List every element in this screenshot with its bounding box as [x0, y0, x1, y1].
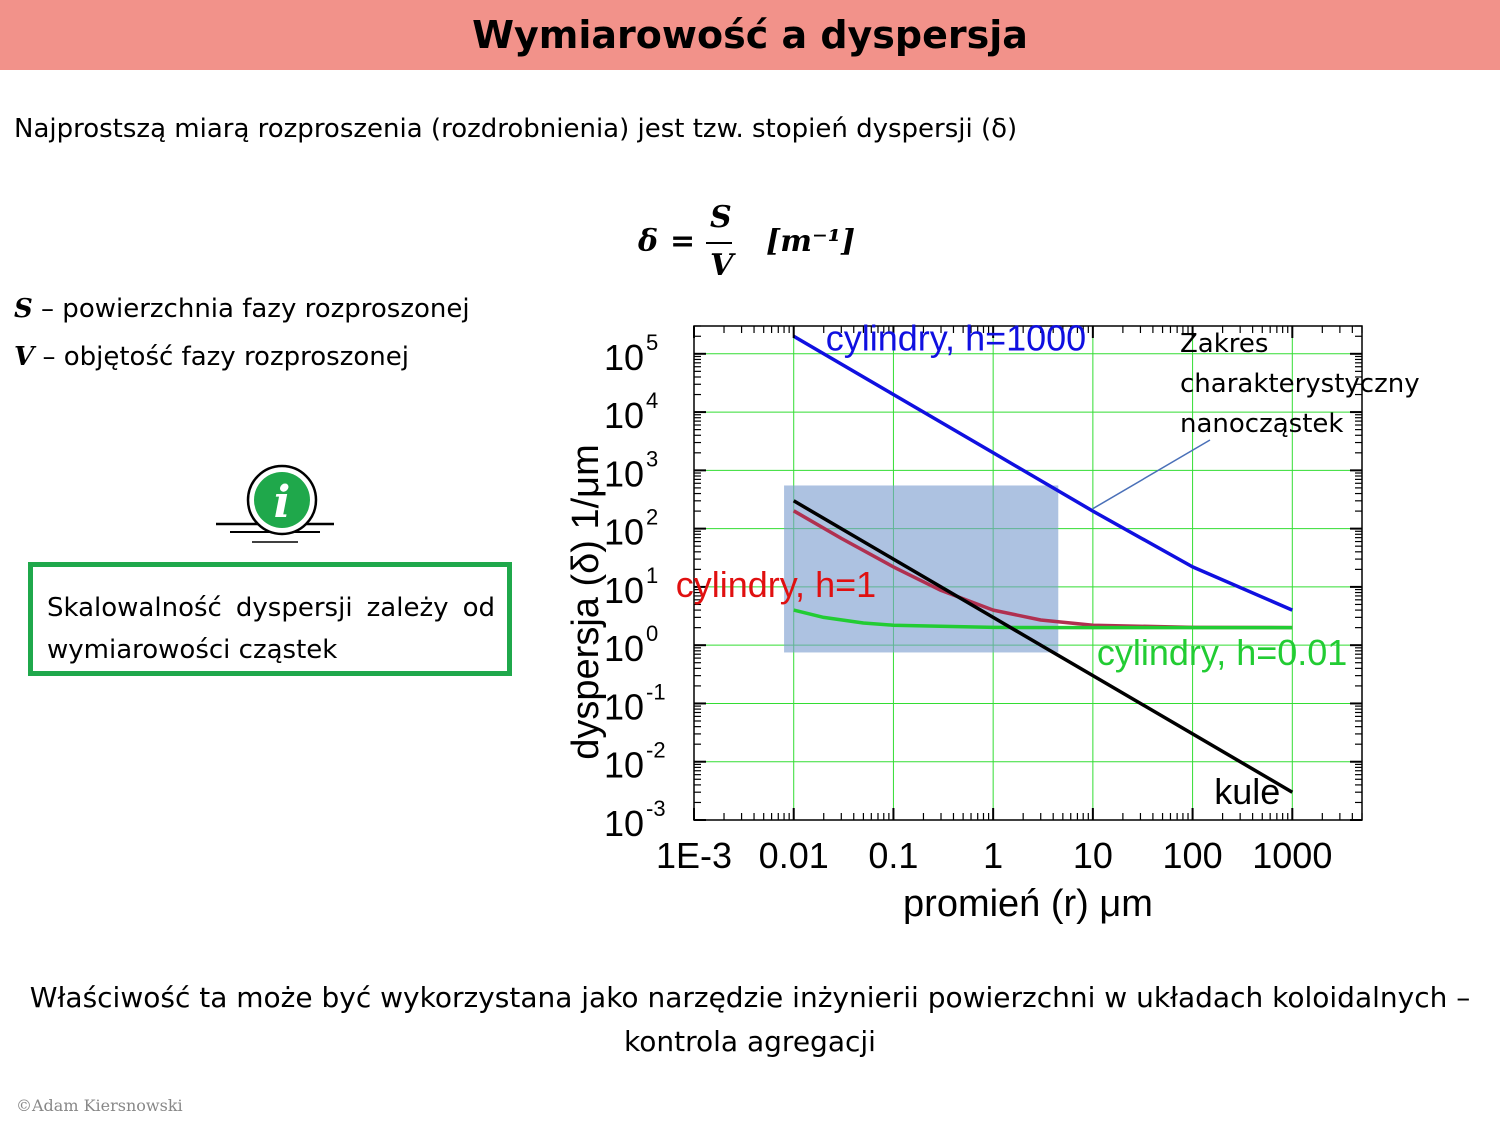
copyright: ©Adam Kiersnowski	[16, 1096, 183, 1115]
y-tick-exponent: -3	[646, 796, 666, 821]
y-tick-label: 10	[604, 628, 644, 669]
y-tick-label: 10	[604, 803, 644, 844]
definition-s-text: – powierzchnia fazy rozproszonej	[32, 294, 470, 324]
ticks	[693, 325, 1363, 821]
x-tick-label: 0.1	[868, 835, 918, 876]
fraction-bar	[706, 242, 732, 244]
formula-equals: =	[670, 224, 696, 259]
series-label: cylindry, h=1	[676, 564, 876, 605]
y-axis-label: dyspersja (δ) 1/μm	[565, 444, 607, 759]
y-tick-exponent: 0	[646, 621, 658, 646]
y-tick-exponent: 3	[646, 446, 658, 471]
y-tick-exponent: 4	[646, 388, 658, 413]
formula-numerator: S	[710, 200, 732, 235]
x-tick-label: 100	[1163, 835, 1223, 876]
plot-frame	[693, 325, 1363, 821]
dispersion-formula: δ = S V [m⁻¹]	[638, 200, 878, 290]
y-tick-label: 10	[604, 570, 644, 611]
series-layer	[792, 334, 1294, 794]
y-tick-exponent: 1	[646, 563, 658, 588]
x-tick-label: 10	[1073, 835, 1113, 876]
series-labels: cylindry, h=1000 cylindry, h=1 cylindry, h…	[676, 317, 1348, 812]
intro-text: Najprostszą miarą rozproszenia (rozdrobn…	[14, 114, 1018, 144]
x-tick-label: 1000	[1252, 835, 1332, 876]
title-bar: Wymiarowość a dyspersja	[0, 0, 1500, 70]
y-tick-exponent: 5	[646, 330, 658, 355]
definition-v-text: – objętość fazy rozproszonej	[34, 342, 409, 372]
x-axis-label: promień (r) μm	[903, 883, 1153, 925]
nano-range-label: Zakres charakterystyczny nanocząstek	[1180, 329, 1420, 439]
nano-range-label-line: nanocząstek	[1180, 409, 1343, 439]
x-tick-label: 1E-3	[656, 835, 732, 876]
y-tick-label: 10	[604, 453, 644, 494]
info-box: Skalowalność dyspersji zależy od wymiaro…	[28, 562, 512, 676]
info-box-text: Skalowalność dyspersji zależy od wymiaro…	[47, 593, 495, 665]
series-label: cylindry, h=1000	[826, 317, 1087, 358]
y-tick-exponent: -1	[646, 679, 666, 704]
nano-range-label-line: charakterystyczny	[1180, 369, 1420, 399]
svg-text:i: i	[274, 477, 291, 528]
x-tick-label: 1	[983, 835, 1003, 876]
series-label: kule	[1214, 771, 1280, 812]
nano-range-label-line: Zakres	[1180, 329, 1268, 359]
series-line	[792, 499, 1294, 794]
info-icon: i	[216, 464, 334, 543]
x-tick-label: 0.01	[759, 835, 829, 876]
formula-delta: δ	[638, 224, 659, 259]
symbol-s: S	[14, 294, 33, 324]
y-tick-label: 10	[604, 686, 644, 727]
y-tick-exponent: 2	[646, 505, 658, 530]
y-tick-label: 10	[604, 395, 644, 436]
symbol-v: V	[14, 342, 35, 372]
page-title: Wymiarowość a dyspersja	[472, 13, 1028, 57]
formula-unit: [m⁻¹]	[766, 224, 856, 259]
formula-denominator: V	[710, 248, 734, 283]
definition-s: S – powierzchnia fazy rozproszonej	[14, 294, 470, 324]
definition-v: V – objętość fazy rozproszonej	[14, 342, 409, 372]
y-tick-exponent: -2	[646, 738, 666, 763]
y-tick-label: 10	[604, 337, 644, 378]
y-tick-label: 10	[604, 512, 644, 553]
bottom-text: Właściwość ta może być wykorzystana jako…	[29, 981, 1471, 1058]
y-tick-label: 10	[604, 745, 644, 786]
series-label: cylindry, h=0.01	[1097, 632, 1347, 673]
series-line	[792, 334, 1293, 612]
callout-line	[1092, 439, 1211, 510]
series-line	[793, 608, 1293, 630]
